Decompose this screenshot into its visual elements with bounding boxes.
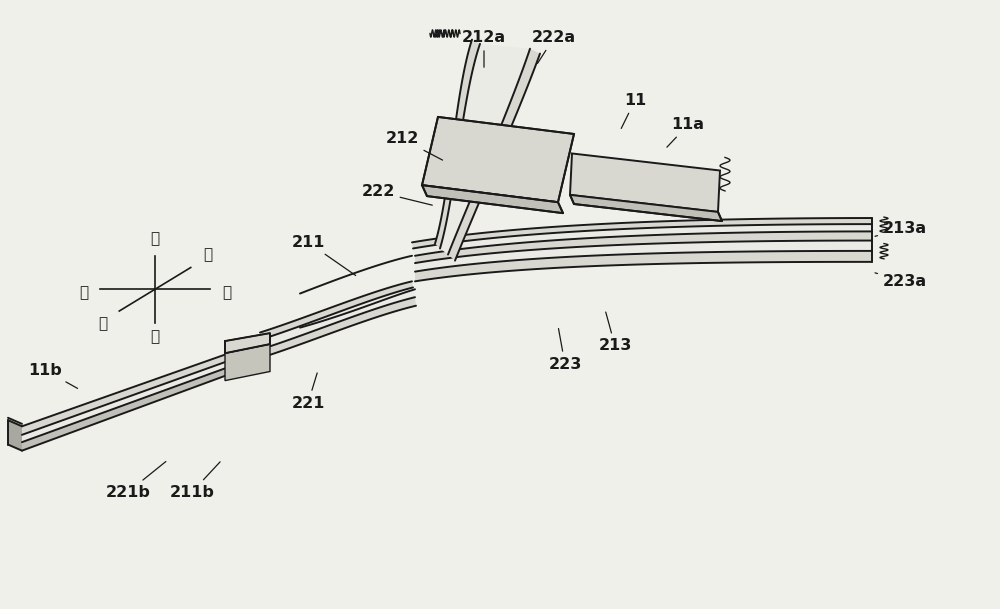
Polygon shape bbox=[8, 420, 22, 451]
Polygon shape bbox=[422, 117, 574, 202]
Polygon shape bbox=[8, 418, 22, 426]
Text: 后: 后 bbox=[98, 316, 107, 331]
Text: 右: 右 bbox=[222, 285, 231, 300]
Text: 223: 223 bbox=[548, 328, 582, 371]
Polygon shape bbox=[260, 297, 416, 358]
Text: 221b: 221b bbox=[106, 462, 166, 499]
Text: 221: 221 bbox=[291, 373, 325, 410]
Text: 213: 213 bbox=[598, 312, 632, 353]
Text: 左: 左 bbox=[79, 285, 88, 300]
Text: 前: 前 bbox=[203, 248, 212, 262]
Polygon shape bbox=[225, 333, 270, 353]
Polygon shape bbox=[435, 40, 480, 248]
Text: 11a: 11a bbox=[667, 118, 704, 147]
Polygon shape bbox=[440, 44, 530, 255]
Polygon shape bbox=[415, 241, 872, 272]
Polygon shape bbox=[22, 342, 260, 435]
Polygon shape bbox=[415, 251, 872, 281]
Text: 212a: 212a bbox=[462, 30, 506, 67]
Text: 11: 11 bbox=[621, 93, 646, 128]
Polygon shape bbox=[412, 218, 872, 248]
Text: 下: 下 bbox=[150, 329, 160, 344]
Polygon shape bbox=[22, 356, 260, 451]
Text: 222a: 222a bbox=[532, 30, 576, 63]
Polygon shape bbox=[225, 344, 270, 381]
Text: 222: 222 bbox=[361, 185, 432, 205]
Polygon shape bbox=[260, 287, 415, 350]
Polygon shape bbox=[22, 350, 260, 451]
Text: 211b: 211b bbox=[170, 462, 220, 499]
Polygon shape bbox=[422, 185, 563, 213]
Text: 上: 上 bbox=[150, 231, 160, 246]
Polygon shape bbox=[260, 281, 413, 340]
Text: 11b: 11b bbox=[28, 363, 78, 389]
Polygon shape bbox=[448, 49, 540, 261]
Text: 212: 212 bbox=[385, 132, 443, 160]
Polygon shape bbox=[415, 231, 872, 263]
Text: 223a: 223a bbox=[875, 273, 927, 289]
Polygon shape bbox=[570, 195, 722, 221]
Polygon shape bbox=[570, 153, 720, 212]
Text: 211: 211 bbox=[291, 235, 356, 275]
Polygon shape bbox=[413, 224, 872, 256]
Text: 213a: 213a bbox=[875, 221, 927, 236]
